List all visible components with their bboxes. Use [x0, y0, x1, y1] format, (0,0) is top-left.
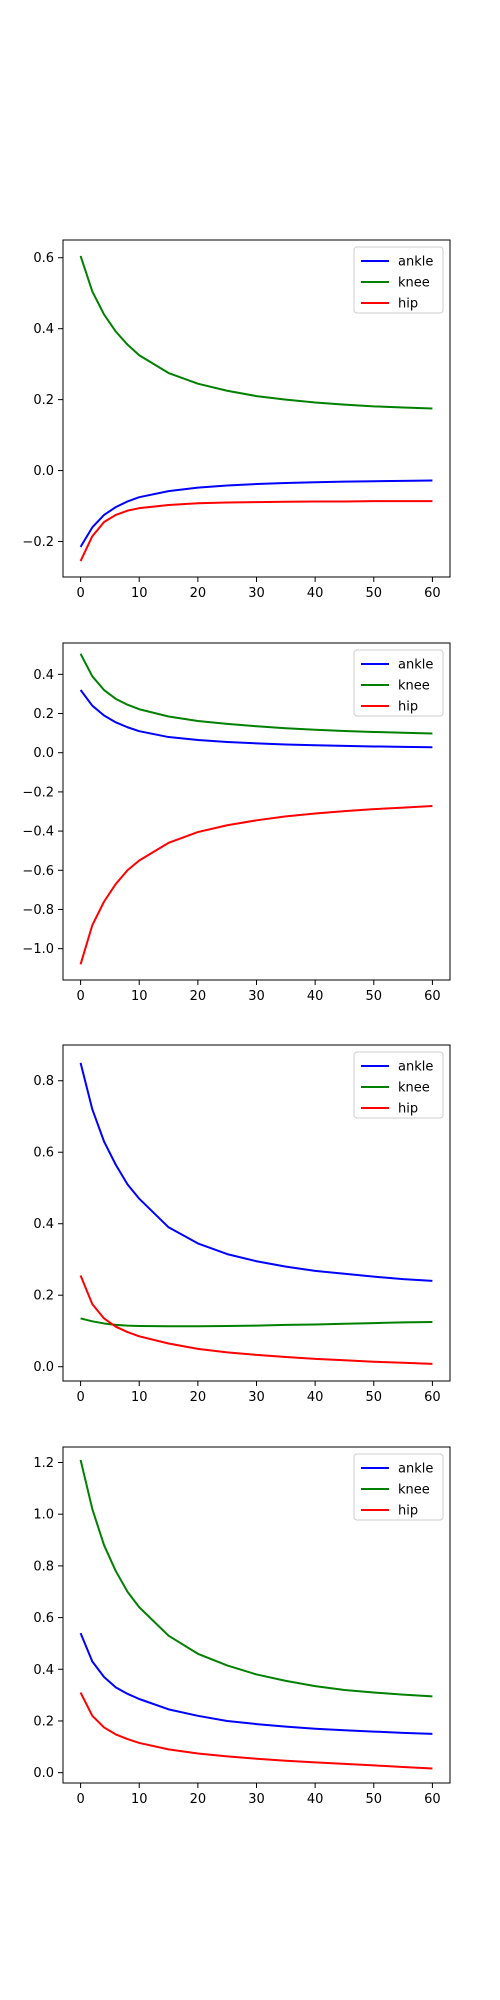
- legend-label-knee: knee: [398, 1483, 430, 1498]
- y-tick-label: 0.2: [33, 1289, 54, 1304]
- y-tick-label: 0.8: [33, 1074, 54, 1089]
- series-line-ankle: [79, 1062, 433, 1282]
- series-line-knee: [79, 1459, 433, 1698]
- y-tick-label: 0.4: [33, 668, 54, 683]
- x-tick-label: 10: [131, 586, 148, 601]
- y-tick-label: 0.6: [33, 251, 54, 266]
- series-line-ankle: [79, 1632, 433, 1735]
- legend-box: [353, 1051, 444, 1119]
- series-line-knee: [79, 653, 433, 735]
- series-line-hip: [79, 1692, 433, 1770]
- x-tick-label: 20: [190, 1390, 207, 1405]
- x-tick-label: 10: [131, 1792, 148, 1807]
- y-tick-label: 0.8: [33, 1559, 54, 1574]
- x-tick-label: 10: [131, 989, 148, 1004]
- legend-label-hip: hip: [398, 1102, 418, 1117]
- x-tick-label: 0: [76, 1792, 84, 1807]
- y-tick-label: 0.2: [33, 1714, 54, 1729]
- y-tick-label: −1.0: [22, 942, 54, 957]
- x-tick-label: 60: [424, 1390, 441, 1405]
- x-tick-label: 50: [365, 586, 382, 601]
- x-tick-label: 50: [365, 1390, 382, 1405]
- y-tick-label: 0.0: [33, 464, 54, 479]
- x-tick-label: 0: [76, 586, 84, 601]
- legend-box: [353, 649, 444, 717]
- x-tick-label: 20: [190, 586, 207, 601]
- x-tick-label: 60: [424, 989, 441, 1004]
- legend-label-knee: knee: [398, 679, 430, 694]
- y-tick-label: −0.8: [22, 903, 54, 918]
- series-line-hip: [79, 805, 433, 965]
- x-tick-label: 20: [190, 1792, 207, 1807]
- x-tick-label: 20: [190, 989, 207, 1004]
- x-tick-label: 30: [248, 1390, 265, 1405]
- legend-label-ankle: ankle: [398, 658, 433, 673]
- y-tick-label: 0.0: [33, 1360, 54, 1375]
- legend-label-hip: hip: [398, 297, 418, 312]
- x-tick-label: 40: [307, 989, 324, 1004]
- x-tick-label: 30: [248, 989, 265, 1004]
- y-tick-label: 0.0: [33, 746, 54, 761]
- y-tick-label: −0.6: [22, 864, 54, 879]
- legend-label-ankle: ankle: [398, 1060, 433, 1075]
- legend: ankle knee hip: [353, 246, 444, 314]
- y-tick-label: −0.2: [22, 785, 54, 800]
- legend-box: [353, 246, 444, 314]
- legend: ankle knee hip: [353, 1453, 444, 1521]
- series-line-ankle: [79, 689, 433, 749]
- y-tick-label: 0.2: [33, 393, 54, 408]
- legend-label-ankle: ankle: [398, 1462, 433, 1477]
- x-tick-label: 40: [307, 586, 324, 601]
- chart-panel-1: 0 10 20 30 40 50 60 −0.2 0.0 0.2 0.4 0.6 ankle knee hi…: [22, 239, 451, 601]
- legend-label-knee: knee: [398, 276, 430, 291]
- chart-panel-2: 0 10 20 30 40 50 60 −1.0 −0.8 −0.6 −0.4 −0.2 0.0 0.2 0…: [22, 642, 451, 1004]
- x-tick-label: 0: [76, 1390, 84, 1405]
- series-line-hip: [79, 500, 433, 562]
- x-tick-label: 60: [424, 586, 441, 601]
- y-tick-label: 0.4: [33, 1663, 54, 1678]
- y-tick-label: −0.4: [22, 825, 54, 840]
- series-line-hip: [79, 1275, 433, 1365]
- y-tick-label: 0.2: [33, 707, 54, 722]
- legend: ankle knee hip: [353, 649, 444, 717]
- y-tick-label: 0.4: [33, 322, 54, 337]
- legend-label-hip: hip: [398, 700, 418, 715]
- chart-panel-4: 0 10 20 30 40 50 60 0.0 0.2 0.4 0.6 0.8 1.0 1.2 ankle k…: [33, 1446, 451, 1807]
- x-tick-label: 50: [365, 1792, 382, 1807]
- x-tick-label: 50: [365, 989, 382, 1004]
- y-tick-label: 1.0: [33, 1508, 54, 1523]
- series-line-knee: [79, 255, 433, 410]
- x-tick-label: 30: [248, 586, 265, 601]
- legend-label-ankle: ankle: [398, 255, 433, 270]
- y-tick-label: 1.2: [33, 1456, 54, 1471]
- y-tick-label: 0.4: [33, 1217, 54, 1232]
- series-line-ankle: [79, 479, 433, 548]
- x-tick-label: 40: [307, 1390, 324, 1405]
- x-tick-label: 30: [248, 1792, 265, 1807]
- legend-box: [353, 1453, 444, 1521]
- y-tick-label: 0.6: [33, 1146, 54, 1161]
- legend: ankle knee hip: [353, 1051, 444, 1119]
- x-tick-label: 10: [131, 1390, 148, 1405]
- x-tick-label: 40: [307, 1792, 324, 1807]
- chart-panel-3: 0 10 20 30 40 50 60 0.0 0.2 0.4 0.6 0.8 ankle knee hip: [33, 1044, 451, 1405]
- y-tick-label: −0.2: [22, 535, 54, 550]
- series-line-knee: [80, 1317, 433, 1328]
- legend-label-knee: knee: [398, 1081, 430, 1096]
- x-tick-label: 0: [76, 989, 84, 1004]
- y-tick-label: 0.6: [33, 1611, 54, 1626]
- legend-label-hip: hip: [398, 1504, 418, 1519]
- y-tick-label: 0.0: [33, 1766, 54, 1781]
- x-tick-label: 60: [424, 1792, 441, 1807]
